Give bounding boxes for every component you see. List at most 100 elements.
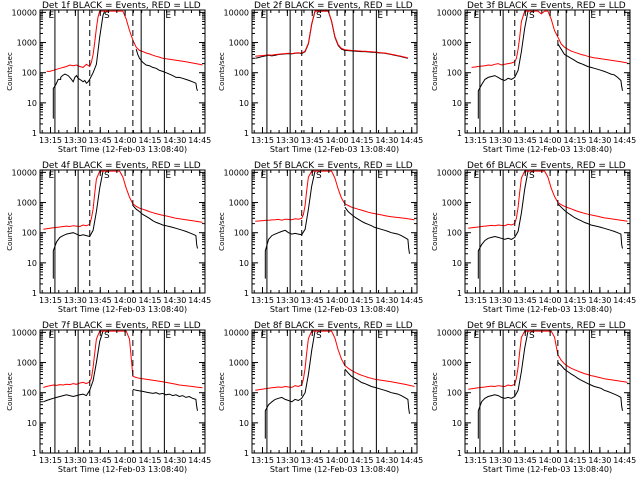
y-tick-label: 10 [452, 259, 462, 268]
series-events-line [557, 43, 623, 91]
y-tick-label: 1000 [442, 359, 462, 368]
plot-frame [39, 9, 206, 134]
y-tick-label: 1 [244, 449, 249, 458]
y-tick-label: 100 [22, 389, 37, 398]
y-tick-label: 1000 [17, 199, 37, 208]
y-tick-label: 100 [234, 69, 249, 78]
y-axis-label: Counts/sec [6, 52, 14, 91]
segment-marker-label: E [48, 11, 54, 21]
series-lld-line [46, 10, 203, 72]
segment-marker-label: E [473, 171, 479, 181]
series-lld-line [468, 170, 628, 229]
panel-title: Det 5f BLACK = Events, RED = LLD [254, 161, 413, 171]
y-axis-label: Counts/sec [431, 372, 439, 411]
x-axis-label: Start Time (12-Feb-03 13:08:40) [483, 465, 612, 474]
y-tick-label: 1 [244, 289, 249, 298]
series-lld-line [43, 170, 203, 230]
panel-title: Det 9f BLACK = Events, RED = LLD [467, 321, 626, 331]
series-lld-line [471, 10, 628, 68]
y-tick-label: 100 [22, 69, 37, 78]
x-axis-label: Start Time (12-Feb-03 13:08:40) [58, 145, 187, 154]
x-tick-label: 14:30 [588, 136, 611, 145]
x-tick-label: 14:15 [563, 456, 586, 465]
x-tick-label: 14:00 [326, 296, 349, 305]
y-tick-label: 10 [27, 99, 37, 108]
y-tick-label: 1 [32, 449, 37, 458]
y-axis-label: Counts/sec [6, 372, 14, 411]
x-tick-label: 13:30 [64, 296, 87, 305]
segment-marker-label: E [48, 331, 54, 341]
y-tick-label: 10 [27, 259, 37, 268]
series-events-line [477, 331, 529, 439]
y-tick-label: 1 [32, 289, 37, 298]
segment-marker-label: E [377, 171, 383, 181]
x-tick-label: 13:45 [514, 136, 537, 145]
segment-marker-label: E [260, 11, 266, 21]
segment-marker-label: S [104, 171, 110, 181]
series-events-line [52, 10, 106, 119]
segment-marker-label: E [260, 171, 266, 181]
x-tick-label: 13:15 [464, 136, 487, 145]
x-tick-label: 13:30 [276, 456, 299, 465]
plot-frame [464, 329, 631, 454]
x-tick-label: 14:45 [188, 136, 211, 145]
series-events-line [255, 10, 409, 59]
plot-frame [39, 169, 206, 294]
x-tick-label: 14:15 [138, 296, 161, 305]
x-axis-label: Start Time (12-Feb-03 13:08:40) [483, 145, 612, 154]
series-events-line [135, 49, 198, 91]
panel-title: Det 3f BLACK = Events, RED = LLD [467, 1, 626, 11]
x-tick-label: 13:15 [39, 136, 62, 145]
y-tick-label: 10000 [224, 8, 249, 17]
x-tick-label: 14:15 [350, 296, 373, 305]
segment-marker-label: E [165, 171, 171, 181]
x-tick-label: 14:45 [400, 296, 423, 305]
segment-marker-label: E [260, 331, 266, 341]
x-tick-label: 14:30 [375, 296, 398, 305]
segment-marker-label: E [165, 11, 171, 21]
segment-marker-label: S [104, 331, 110, 341]
series-events-line [557, 362, 623, 411]
y-tick-label: 10000 [224, 168, 249, 177]
series-lld-line [255, 10, 409, 59]
y-tick-label: 10000 [12, 328, 37, 337]
segment-marker-label: E [377, 331, 383, 341]
panel-title: Det 2f BLACK = Events, RED = LLD [254, 1, 413, 11]
x-tick-label: 13:15 [464, 456, 487, 465]
y-axis-label: Counts/sec [218, 52, 226, 91]
x-tick-label: 13:30 [64, 136, 87, 145]
segment-marker-label: E [590, 331, 596, 341]
x-tick-label: 14:45 [613, 456, 636, 465]
x-tick-label: 13:45 [89, 456, 112, 465]
x-tick-label: 13:45 [89, 136, 112, 145]
y-axis-label: Counts/sec [431, 52, 439, 91]
y-tick-label: 10000 [437, 168, 462, 177]
y-tick-label: 1000 [17, 39, 37, 48]
y-axis-label: Counts/sec [431, 212, 439, 251]
x-tick-label: 13:45 [514, 296, 537, 305]
x-tick-label: 13:30 [489, 296, 512, 305]
x-tick-label: 13:15 [251, 296, 274, 305]
panel-title: Det 8f BLACK = Events, RED = LLD [254, 321, 413, 331]
plot-frame [39, 329, 206, 454]
x-tick-label: 13:45 [301, 296, 324, 305]
x-axis-label: Start Time (12-Feb-03 13:08:40) [483, 305, 612, 314]
x-axis-label: Start Time (12-Feb-03 13:08:40) [58, 465, 187, 474]
y-tick-label: 1 [457, 449, 462, 458]
y-tick-label: 10000 [12, 8, 37, 17]
plot-frame [251, 9, 418, 134]
series-lld-line [468, 330, 628, 390]
x-tick-label: 14:45 [613, 296, 636, 305]
y-tick-label: 100 [22, 229, 37, 238]
series-events-line [344, 368, 410, 414]
series-events-line [132, 388, 198, 411]
x-tick-label: 14:15 [350, 136, 373, 145]
segment-marker-label: S [529, 11, 535, 21]
x-tick-label: 13:45 [514, 456, 537, 465]
